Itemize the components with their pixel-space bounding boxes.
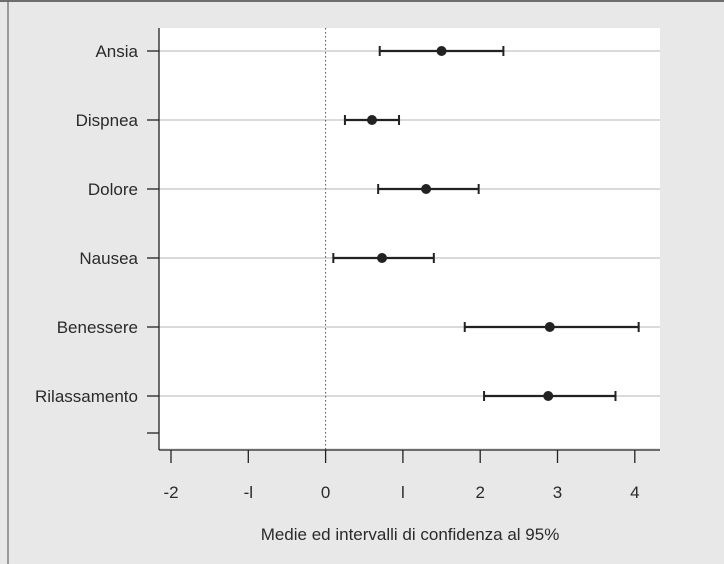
- x-axis-title: Medie ed intervalli di confidenza al 95%: [261, 525, 560, 544]
- y-tick-label-benessere: Benessere: [57, 318, 138, 337]
- y-tick-label-dolore: Dolore: [88, 180, 138, 199]
- x-tick-label: -2: [163, 483, 178, 502]
- x-tick-label: 3: [553, 483, 562, 502]
- axis-layer: Ansia Dispnea Dolore Nausea Benessere Rilassa…: [35, 28, 660, 502]
- x-tick-label: l: [401, 483, 405, 502]
- mean-point-benessere: [544, 322, 555, 332]
- y-tick-label-nausea: Nausea: [79, 249, 138, 268]
- y-tick-label-ansia: Ansia: [95, 42, 138, 61]
- marks-layer: [332, 46, 640, 401]
- y-tick-label-dispnea: Dispnea: [76, 111, 139, 130]
- x-tick-label: 4: [630, 483, 639, 502]
- x-tick-label: 0: [321, 483, 330, 502]
- mean-point-dispnea: [366, 115, 377, 125]
- x-tick-label: -l: [244, 483, 253, 502]
- mean-point-nausea: [377, 253, 388, 263]
- mean-point-dolore: [421, 184, 432, 194]
- y-tick-label-rilassamento: Rilassamento: [35, 387, 138, 406]
- mean-point-ansia: [436, 46, 447, 56]
- x-tick-label: 2: [475, 483, 484, 502]
- plot-area: [159, 28, 660, 448]
- mean-point-rilassamento: [543, 391, 554, 401]
